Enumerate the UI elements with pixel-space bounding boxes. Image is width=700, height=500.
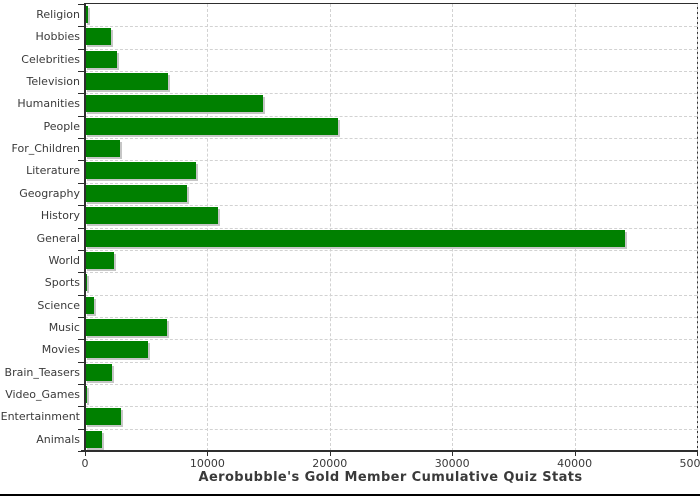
y-axis-label: Movies: [41, 343, 80, 357]
vertical-gridline: [697, 4, 698, 451]
y-axis-label: Television: [26, 75, 81, 89]
bar-people: [85, 117, 339, 135]
y-axis-tick: [78, 160, 84, 161]
y-axis-label: Hobbies: [35, 30, 80, 44]
x-axis-label: 10000: [189, 457, 225, 470]
horizontal-gridline: [85, 71, 697, 73]
horizontal-gridline: [85, 406, 697, 408]
horizontal-gridline: [85, 205, 697, 207]
y-axis-tick: [78, 205, 84, 206]
y-axis-tick: [78, 183, 84, 184]
y-axis-line: [84, 4, 86, 451]
x-axis-label: 20000: [312, 457, 348, 470]
y-axis-label: Religion: [36, 8, 80, 21]
y-axis-label: World: [48, 253, 80, 267]
y-axis-label: Video_Games: [5, 387, 80, 401]
bar-history: [85, 207, 219, 225]
bar-for_children: [85, 140, 120, 158]
x-axis-tick: [452, 452, 454, 456]
y-axis-tick: [78, 26, 84, 27]
y-axis-label: General: [36, 231, 80, 245]
y-axis-label: Geography: [19, 186, 80, 200]
y-axis-tick: [78, 116, 84, 117]
bar-geography: [85, 184, 188, 202]
x-axis-line: [81, 450, 698, 452]
bar-humanities: [85, 95, 264, 113]
y-axis-label: Literature: [26, 164, 80, 178]
y-axis-label: Sports: [44, 276, 80, 290]
y-axis-label: For_Children: [11, 142, 80, 156]
bottom-border-line: [0, 494, 700, 496]
horizontal-gridline: [85, 26, 697, 28]
horizontal-gridline: [85, 339, 697, 341]
horizontal-gridline: [85, 272, 697, 274]
y-axis-label: Entertainment: [0, 410, 80, 424]
x-axis-tick: [329, 452, 331, 456]
horizontal-gridline: [85, 294, 697, 296]
y-axis-tick: [78, 429, 84, 430]
y-axis-label: Celebrities: [21, 52, 80, 66]
y-axis-tick: [78, 228, 84, 229]
horizontal-gridline: [85, 428, 697, 430]
horizontal-gridline: [85, 48, 697, 50]
y-axis-label: People: [43, 119, 80, 133]
horizontal-gridline: [85, 182, 697, 184]
y-axis-label: Science: [37, 298, 80, 312]
x-axis-label: 0: [81, 457, 89, 470]
y-axis-tick: [78, 138, 84, 139]
y-axis-label: Animals: [36, 432, 80, 446]
y-axis-tick: [78, 93, 84, 94]
x-axis-tick: [85, 452, 86, 456]
x-axis-label: 30000: [434, 457, 470, 470]
y-axis-label: Brain_Teasers: [4, 365, 80, 379]
y-axis-tick: [78, 362, 84, 363]
horizontal-gridline: [85, 383, 697, 385]
bar-religion: [85, 6, 89, 23]
horizontal-gridline: [85, 93, 697, 95]
y-axis-tick: [78, 250, 84, 251]
bar-television: [85, 73, 168, 91]
horizontal-gridline: [85, 316, 697, 318]
bar-celebrities: [85, 50, 118, 68]
y-axis-tick: [78, 71, 84, 72]
bar-movies: [85, 341, 149, 359]
bar-entertainment: [85, 408, 121, 426]
horizontal-gridline: [85, 361, 697, 363]
y-axis-tick: [78, 384, 84, 385]
bar-video_games: [85, 385, 88, 403]
bar-hobbies: [85, 28, 111, 46]
x-axis-tick: [207, 452, 209, 456]
y-axis-tick: [78, 4, 84, 5]
horizontal-gridline: [85, 227, 697, 229]
y-axis-tick: [78, 317, 84, 318]
y-axis-label: Humanities: [17, 97, 80, 111]
x-axis-label: 50000: [679, 457, 700, 470]
bar-music: [85, 318, 168, 336]
horizontal-gridline: [85, 249, 697, 251]
y-axis-label: History: [40, 209, 80, 223]
bar-literature: [85, 162, 197, 180]
y-axis-label: Music: [48, 320, 80, 334]
x-axis-tick: [697, 452, 698, 456]
y-axis-tick: [78, 295, 84, 296]
horizontal-gridline: [85, 160, 697, 162]
x-axis-tick: [574, 452, 576, 456]
y-axis-tick: [78, 272, 84, 273]
bar-world: [85, 251, 115, 269]
bar-general: [85, 229, 625, 247]
plot-area: [84, 3, 698, 452]
y-axis-tick: [78, 49, 84, 50]
bar-brain_teasers: [85, 363, 113, 381]
horizontal-gridline: [85, 115, 697, 117]
horizontal-gridline: [85, 138, 697, 140]
x-axis-label: 40000: [557, 457, 593, 470]
bar-animals: [85, 430, 102, 448]
bar-science: [85, 296, 95, 314]
y-axis-tick: [78, 406, 84, 407]
chart-title: Aerobubble's Gold Member Cumulative Quiz…: [198, 470, 583, 485]
y-axis-tick: [78, 339, 84, 340]
